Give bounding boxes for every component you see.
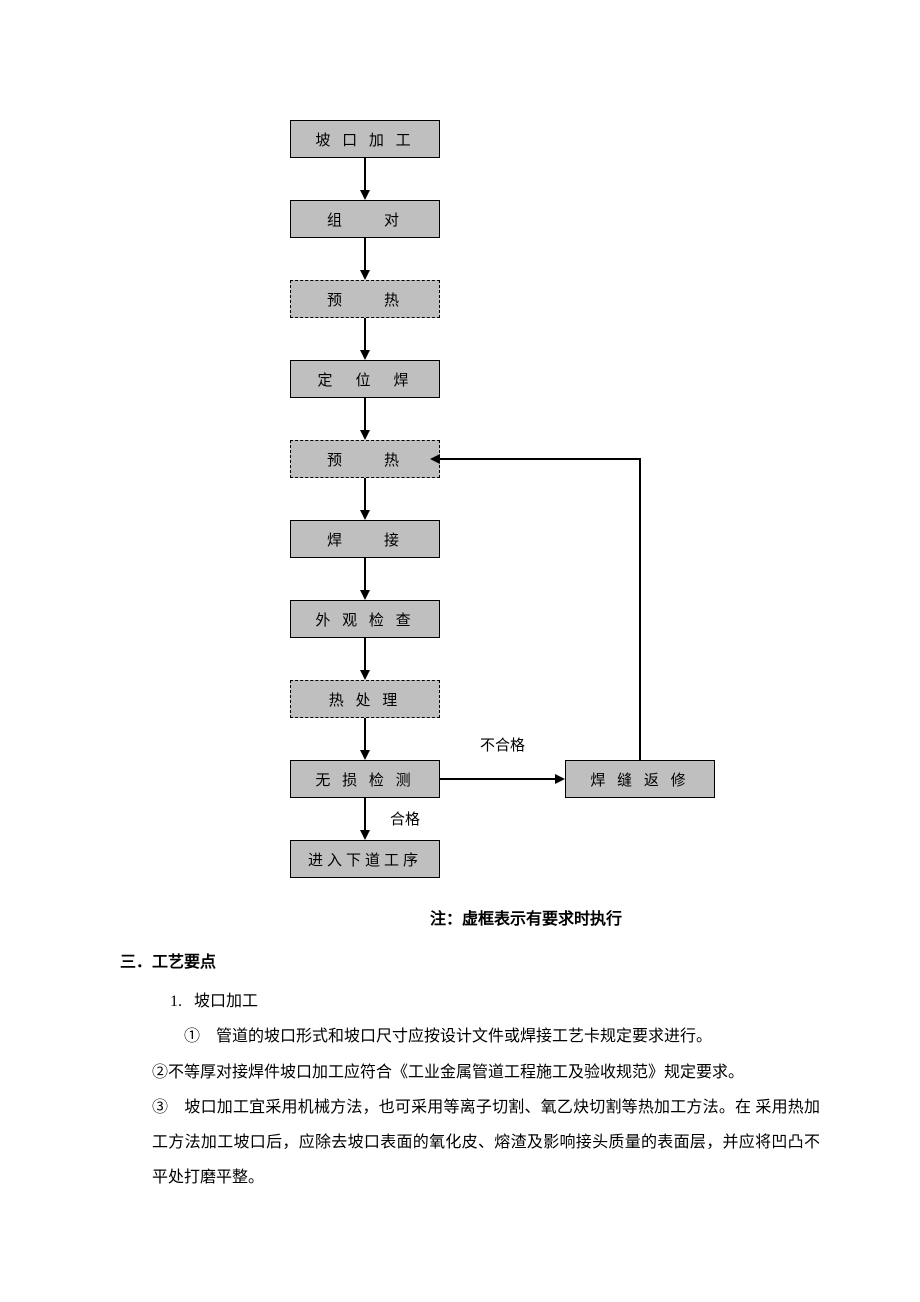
paragraph-3: ③ 坡口加工宜采用机械方法，也可采用等离子切割、氧乙炔切割等热加工方法。在 采用… bbox=[120, 1090, 820, 1196]
node-preheat-1: 预 热 bbox=[290, 280, 440, 318]
welding-process-flowchart: 坡 口 加 工 组 对 预 热 定 位 焊 预 热 焊 接 外 观 检 查 热 … bbox=[290, 120, 740, 880]
node-groove-prep: 坡 口 加 工 bbox=[290, 120, 440, 158]
node-welding: 焊 接 bbox=[290, 520, 440, 558]
node-label: 进入下道工序 bbox=[308, 849, 422, 870]
item-title: 坡口加工 bbox=[194, 993, 258, 1010]
node-assembly: 组 对 bbox=[290, 200, 440, 238]
node-preheat-2: 预 热 bbox=[290, 440, 440, 478]
flowchart-note: 注：虚框表示有要求时执行 bbox=[430, 905, 622, 929]
node-label: 焊 接 bbox=[327, 529, 403, 550]
node-label: 定 位 焊 bbox=[317, 369, 412, 390]
node-label: 热 处 理 bbox=[329, 689, 402, 710]
node-visual-inspect: 外 观 检 查 bbox=[290, 600, 440, 638]
list-item-1: 1. 坡口加工 bbox=[120, 984, 820, 1019]
body-text-section: 三．工艺要点 1. 坡口加工 ① 管道的坡口形式和坡口尺寸应按设计文件或焊接工艺… bbox=[120, 945, 820, 1195]
node-label: 外 观 检 查 bbox=[315, 609, 414, 630]
node-heat-treat: 热 处 理 bbox=[290, 680, 440, 718]
section-heading: 三．工艺要点 bbox=[120, 945, 820, 980]
paragraph-2: ②不等厚对接焊件坡口加工应符合《工业金属管道工程施工及验收规范》规定要求。 bbox=[120, 1055, 820, 1090]
item-number: 1. bbox=[170, 993, 182, 1010]
node-tack-weld: 定 位 焊 bbox=[290, 360, 440, 398]
node-label: 坡 口 加 工 bbox=[315, 129, 414, 150]
node-label: 焊 缝 返 修 bbox=[590, 769, 689, 790]
edge-label-fail: 不合格 bbox=[480, 734, 525, 755]
edge-label-pass: 合格 bbox=[390, 808, 420, 829]
node-next-process: 进入下道工序 bbox=[290, 840, 440, 878]
node-label: 预 热 bbox=[327, 449, 403, 470]
node-label: 无 损 检 测 bbox=[315, 769, 414, 790]
node-label: 组 对 bbox=[327, 209, 403, 230]
node-weld-repair: 焊 缝 返 修 bbox=[565, 760, 715, 798]
paragraph-1: ① 管道的坡口形式和坡口尺寸应按设计文件或焊接工艺卡规定要求进行。 bbox=[120, 1019, 820, 1054]
node-label: 预 热 bbox=[327, 289, 403, 310]
node-ndt: 无 损 检 测 bbox=[290, 760, 440, 798]
